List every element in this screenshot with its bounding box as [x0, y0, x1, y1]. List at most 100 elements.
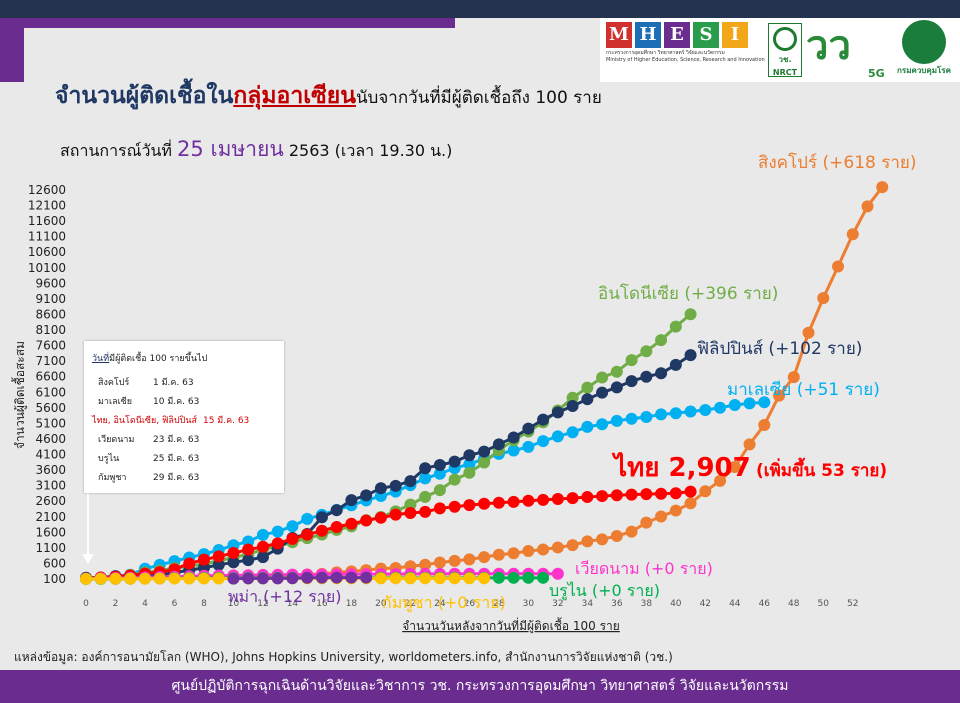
y-tick-label: 5100 — [35, 416, 66, 430]
threshold-row-country: เวียดนาม — [98, 435, 135, 445]
data-point — [242, 554, 255, 567]
x-tick-label: 30 — [523, 599, 535, 609]
data-point — [684, 308, 697, 321]
data-point — [655, 408, 668, 421]
x-tick-label: 28 — [493, 599, 505, 609]
title-background — [24, 28, 609, 138]
data-point — [315, 571, 328, 584]
data-point — [404, 572, 417, 585]
data-point — [256, 572, 269, 585]
data-point — [492, 438, 505, 451]
data-point — [94, 572, 107, 585]
data-point — [817, 292, 830, 305]
x-tick-label: 52 — [847, 599, 858, 609]
vch-5g-logo: วว 5G — [806, 23, 886, 80]
x-tick-label: 26 — [464, 599, 476, 609]
data-point — [360, 571, 373, 584]
chart-annotations: สิงคโปร์ (+618 ราย) อินโดนีเซีย (+396 ราย… — [228, 152, 917, 613]
data-point — [566, 399, 579, 412]
y-tick-label: 10100 — [28, 261, 66, 275]
mhesi-sub-thai: กระทรวงการอุดมศึกษา วิทยาศาสตร์ วิจัยและ… — [606, 50, 725, 56]
data-point — [655, 334, 668, 347]
data-point — [846, 228, 859, 241]
data-point — [684, 497, 697, 510]
data-point — [448, 455, 461, 468]
data-point — [448, 572, 461, 585]
data-point — [743, 397, 756, 410]
data-point — [640, 411, 653, 424]
data-point — [581, 381, 594, 394]
data-point — [404, 498, 417, 511]
x-tick-label: 24 — [434, 599, 446, 609]
threshold-row-date: 29 มี.ค. 63 — [153, 473, 200, 483]
data-point — [728, 460, 741, 473]
data-point — [802, 326, 815, 339]
data-point — [537, 435, 550, 448]
threshold-row-date: 1 มี.ค. 63 — [153, 378, 194, 388]
data-point — [463, 449, 476, 462]
title-part1: จำนวนผู้ติดเชื้อใน — [55, 83, 234, 109]
data-point — [419, 558, 432, 571]
x-tick-label: 42 — [700, 599, 711, 609]
data-point — [109, 572, 122, 585]
data-point — [419, 462, 432, 475]
data-point — [669, 358, 682, 371]
y-tick-label: 12600 — [28, 183, 66, 197]
subtitle-suffix: 2563 (เวลา 19.30 น.) — [283, 141, 453, 160]
data-point — [684, 349, 697, 362]
data-point — [301, 512, 314, 525]
data-point — [256, 528, 269, 541]
y-tick-label: 11600 — [28, 214, 66, 228]
data-point — [537, 543, 550, 556]
y-tick-label: 1600 — [35, 525, 66, 539]
threshold-row-date: 10 มี.ค. 63 — [153, 397, 200, 407]
data-point — [610, 489, 623, 502]
y-tick-label: 12100 — [28, 199, 66, 213]
x-tick-label: 12 — [257, 599, 268, 609]
data-point — [345, 571, 358, 584]
data-point — [566, 539, 579, 552]
x-tick-label: 48 — [788, 599, 800, 609]
data-point — [124, 572, 137, 585]
data-point — [315, 511, 328, 524]
data-point — [537, 493, 550, 506]
data-point — [212, 558, 225, 571]
data-point — [330, 571, 343, 584]
data-point — [596, 386, 609, 399]
data-point — [787, 371, 800, 384]
data-point — [625, 375, 638, 388]
data-point — [271, 537, 284, 550]
data-point — [478, 456, 491, 469]
data-point — [625, 412, 638, 425]
threshold-row-date: 15 มี.ค. 63 — [202, 416, 250, 426]
moph-emblem-icon — [902, 20, 946, 64]
data-point — [271, 572, 284, 585]
y-tick-label: 600 — [43, 556, 66, 570]
x-tick-label: 10 — [228, 599, 240, 609]
x-tick-label: 34 — [582, 599, 594, 609]
data-point — [743, 438, 756, 451]
data-point — [478, 572, 491, 585]
x-tick-label: 8 — [201, 599, 207, 609]
y-tick-label: 4100 — [35, 448, 66, 462]
data-point — [433, 458, 446, 471]
data-point — [448, 500, 461, 513]
data-point — [596, 418, 609, 431]
mhesi-letter: S — [693, 22, 719, 48]
threshold-date-box: วันที่มีผู้ติดเชื้อ 100 รายขึ้นไป สิงคโป… — [84, 341, 284, 493]
vch-text: วว — [806, 23, 851, 69]
threshold-row-country: สิงคโปร์ — [98, 378, 130, 388]
data-point — [301, 528, 314, 541]
data-point — [301, 571, 314, 584]
data-point — [315, 524, 328, 537]
top-bar — [0, 0, 960, 18]
data-point — [640, 516, 653, 529]
data-point — [773, 389, 786, 402]
data-point — [286, 532, 299, 545]
data-point — [374, 511, 387, 524]
threshold-row: เวียดนาม 23 มี.ค. 63 — [98, 432, 199, 446]
data-point — [655, 510, 668, 523]
data-point — [197, 572, 210, 585]
footer-bar: ศูนย์ปฏิบัติการฉุกเฉินด้านวิจัยและวิชากา… — [0, 670, 960, 703]
data-point — [832, 260, 845, 273]
